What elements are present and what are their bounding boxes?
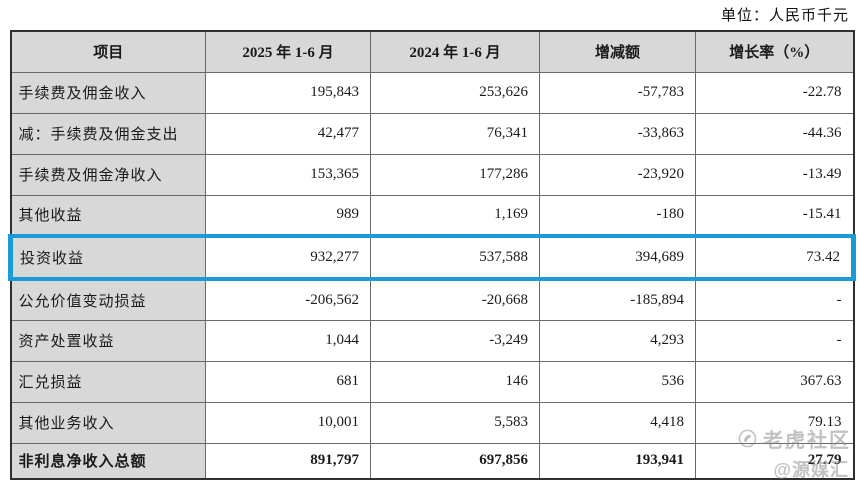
value-change: -57,783: [539, 71, 696, 114]
financial-table: 项目 2025 年 1-6 月 2024 年 1-6 月 增减额 增长率（%） …: [8, 30, 856, 480]
value-rate: -44.36: [695, 112, 854, 155]
row-item-label: 手续费及佣金净收入: [10, 153, 206, 196]
value-2025: 932,277: [205, 234, 371, 281]
value-2024: 177,286: [370, 153, 540, 196]
value-change: 193,941: [539, 442, 696, 480]
value-2024: -20,668: [370, 278, 540, 321]
header-change: 增减额: [539, 30, 696, 73]
value-2025: 681: [205, 360, 371, 403]
value-2025: 10,001: [205, 401, 371, 444]
value-2024: 537,588: [370, 234, 540, 281]
table-row: 资产处置收益 1,044 -3,249 4,293 -: [10, 319, 854, 362]
value-2024: 253,626: [370, 71, 540, 114]
value-2025: 195,843: [205, 71, 371, 114]
header-row: 项目 2025 年 1-6 月 2024 年 1-6 月 增减额 增长率（%）: [10, 30, 854, 73]
table-row: 其他业务收入 10,001 5,583 4,418 79.13: [10, 401, 854, 444]
row-item-label: 汇兑损益: [10, 360, 206, 403]
value-change: 4,293: [539, 319, 696, 362]
value-2025: 153,365: [205, 153, 371, 196]
row-item-label: 减：手续费及佣金支出: [10, 112, 206, 155]
value-2024: 76,341: [370, 112, 540, 155]
row-item-label: 投资收益: [8, 234, 206, 281]
value-2024: 146: [370, 360, 540, 403]
value-rate: 367.63: [695, 360, 854, 403]
value-2024: 5,583: [370, 401, 540, 444]
table-row: 减：手续费及佣金支出 42,477 76,341 -33,863 -44.36: [10, 112, 854, 155]
row-item-label: 手续费及佣金收入: [10, 71, 206, 114]
value-rate: 73.42: [695, 234, 856, 281]
value-change: 4,418: [539, 401, 696, 444]
value-change: -185,894: [539, 278, 696, 321]
table-row-total: 非利息净收入总额 891,797 697,856 193,941 27.79: [10, 442, 854, 480]
header-2025: 2025 年 1-6 月: [205, 30, 371, 73]
value-rate: -13.49: [695, 153, 854, 196]
row-item-label: 公允价值变动损益: [10, 278, 206, 321]
value-change: -23,920: [539, 153, 696, 196]
header-item: 项目: [10, 30, 206, 73]
table-row: 其他收益 989 1,169 -180 -15.41: [10, 194, 854, 237]
value-2024: 697,856: [370, 442, 540, 480]
value-2024: -3,249: [370, 319, 540, 362]
value-2025: -206,562: [205, 278, 371, 321]
value-2025: 1,044: [205, 319, 371, 362]
value-rate: -: [695, 278, 854, 321]
value-rate: -15.41: [695, 194, 854, 237]
header-2024: 2024 年 1-6 月: [370, 30, 540, 73]
table-row: 手续费及佣金收入 195,843 253,626 -57,783 -22.78: [10, 71, 854, 114]
row-item-label: 非利息净收入总额: [10, 442, 206, 480]
value-change: -180: [539, 194, 696, 237]
unit-label: 单位：人民币千元: [720, 8, 849, 24]
value-2025: 989: [205, 194, 371, 237]
table-row: 手续费及佣金净收入 153,365 177,286 -23,920 -13.49: [10, 153, 854, 196]
value-change: -33,863: [539, 112, 696, 155]
value-change: 536: [539, 360, 696, 403]
value-2025: 891,797: [205, 442, 371, 480]
value-rate: -22.78: [695, 71, 854, 114]
value-rate: -: [695, 319, 854, 362]
value-2025: 42,477: [205, 112, 371, 155]
row-item-label: 其他收益: [10, 194, 206, 237]
table-row: 汇兑损益 681 146 536 367.63: [10, 360, 854, 403]
row-item-label: 其他业务收入: [10, 401, 206, 444]
table-row-highlighted: 投资收益 932,277 537,588 394,689 73.42: [8, 234, 856, 281]
value-rate: 79.13: [695, 401, 854, 444]
value-rate: 27.79: [695, 442, 854, 480]
value-change: 394,689: [539, 234, 696, 281]
header-rate: 增长率（%）: [695, 30, 854, 73]
table-row: 公允价值变动损益 -206,562 -20,668 -185,894 -: [10, 278, 854, 321]
value-2024: 1,169: [370, 194, 540, 237]
row-item-label: 资产处置收益: [10, 319, 206, 362]
